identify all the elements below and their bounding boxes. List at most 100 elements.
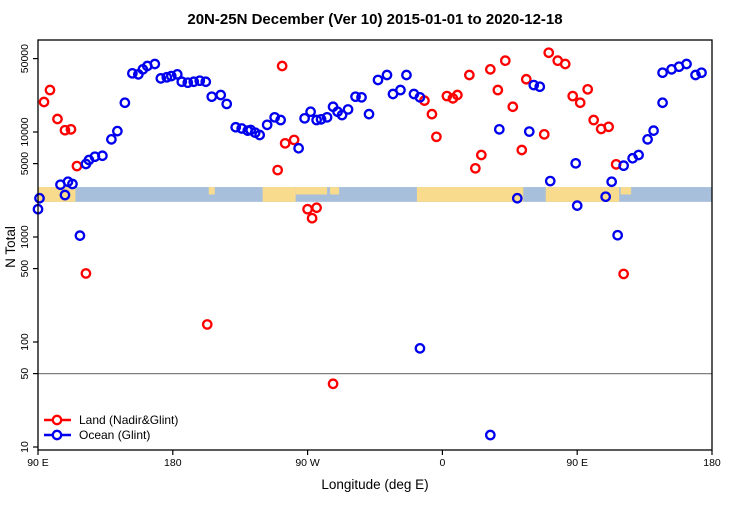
legend-land-circle-icon — [51, 414, 63, 426]
data-point-land — [272, 164, 283, 176]
data-point-ocean — [215, 89, 227, 101]
data-point-land — [52, 113, 63, 125]
data-point-ocean — [523, 126, 535, 137]
data-point-ocean — [642, 134, 653, 145]
data-point-land — [520, 73, 532, 85]
data-point-land — [288, 134, 300, 146]
y-tick-label: 500 — [19, 260, 31, 278]
plot-area: 90 E 180 90 W 0 90 E 180 10 50 100 500 1000 5000 100… — [19, 44, 721, 469]
data-point-ocean — [414, 91, 426, 103]
map-band-land-segment — [262, 187, 296, 202]
data-point-ocean — [544, 175, 556, 187]
map-band-land-segment — [416, 187, 524, 202]
data-point-land — [306, 212, 318, 224]
data-point-land — [470, 162, 481, 174]
data-point-land — [507, 101, 519, 113]
data-point-ocean — [570, 157, 582, 169]
legend-item-ocean: Ocean (Glint) — [44, 428, 150, 442]
x-axis-label: Longitude (deg E) — [321, 477, 428, 492]
data-point-ocean — [350, 91, 361, 103]
legend-land-label: Land (Nadir&Glint) — [79, 413, 178, 427]
y-tick-label: 10 — [19, 441, 31, 453]
data-point-ocean — [149, 58, 161, 70]
data-point-land — [567, 90, 579, 102]
data-point-land — [201, 319, 213, 330]
data-point-ocean — [119, 97, 131, 109]
data-point-ocean — [171, 69, 183, 80]
legend-item-land: Land (Nadir&Glint) — [44, 413, 178, 427]
data-point-ocean — [356, 91, 367, 103]
data-point-ocean — [534, 81, 546, 93]
data-point-ocean — [254, 129, 266, 141]
data-point-ocean — [484, 429, 496, 441]
data-point-land — [431, 131, 442, 143]
data-point-ocean — [176, 76, 188, 88]
data-point-ocean — [194, 75, 206, 87]
data-point-land — [603, 121, 615, 133]
data-point-ocean — [528, 79, 540, 91]
map-band-land-segment — [330, 187, 340, 195]
data-point-land — [538, 128, 550, 140]
data-point-land — [71, 160, 83, 172]
data-point-ocean — [690, 69, 701, 81]
data-point-land — [618, 268, 629, 280]
x-tick-label: 180 — [703, 457, 721, 469]
map-band-land-segment — [620, 187, 632, 195]
data-point-ocean — [401, 69, 412, 81]
data-point-ocean — [414, 343, 426, 354]
data-point-ocean — [618, 160, 629, 172]
y-axis-label: N Total — [3, 226, 18, 268]
data-point-land — [499, 55, 511, 67]
data-point-ocean — [315, 113, 327, 125]
data-point-ocean — [612, 229, 623, 241]
data-point-ocean — [59, 189, 71, 201]
data-point-land — [276, 60, 288, 72]
y-tick-label: 50000 — [19, 44, 31, 73]
data-point-ocean — [161, 71, 173, 83]
data-point-ocean — [34, 192, 45, 204]
data-point-ocean — [299, 112, 310, 124]
data-point-ocean — [600, 191, 612, 203]
data-point-ocean — [657, 67, 668, 79]
data-point-ocean — [648, 125, 659, 137]
data-point-ocean — [155, 73, 167, 84]
data-point-land — [559, 58, 571, 70]
data-point-land — [44, 84, 56, 96]
data-point-ocean — [311, 114, 322, 126]
data-point-land — [543, 47, 555, 59]
data-point-land — [582, 83, 594, 95]
y-tick-label: 50 — [19, 368, 31, 380]
data-point-land — [588, 114, 600, 126]
legend: Land (Nadir&Glint) Ocean (Glint) — [44, 413, 178, 442]
plot-border — [37, 39, 713, 451]
data-point-ocean — [74, 230, 86, 242]
data-point-ocean — [342, 104, 354, 115]
data-point-land — [279, 137, 291, 149]
chart-title: 20N-25N December (Ver 10) 2015-01-01 to … — [187, 11, 562, 28]
data-point-ocean — [200, 76, 212, 88]
data-point-ocean — [336, 109, 348, 121]
x-tick-label: 90 E — [566, 457, 588, 469]
y-tick-label: 10000 — [19, 117, 31, 146]
data-point-ocean — [230, 121, 242, 133]
data-point-land — [441, 90, 453, 102]
map-band-ocean — [38, 187, 712, 202]
data-point-ocean — [657, 97, 668, 109]
x-tick-label: 0 — [439, 457, 445, 469]
data-point-ocean — [127, 67, 138, 79]
data-point-ocean — [633, 149, 644, 161]
x-tick-label: 90 E — [27, 457, 49, 469]
data-point-land — [452, 89, 463, 101]
map-band-land-segment — [208, 187, 215, 195]
x-tick-label: 90 W — [295, 457, 320, 469]
data-point-land — [80, 268, 92, 279]
data-point-ocean — [571, 200, 583, 211]
data-point-land — [426, 108, 438, 120]
y-tick-label: 1000 — [19, 225, 31, 249]
data-point-ocean — [381, 69, 393, 81]
data-point-ocean — [106, 134, 117, 145]
data-point-ocean — [395, 84, 406, 96]
data-point-ocean — [681, 58, 692, 70]
